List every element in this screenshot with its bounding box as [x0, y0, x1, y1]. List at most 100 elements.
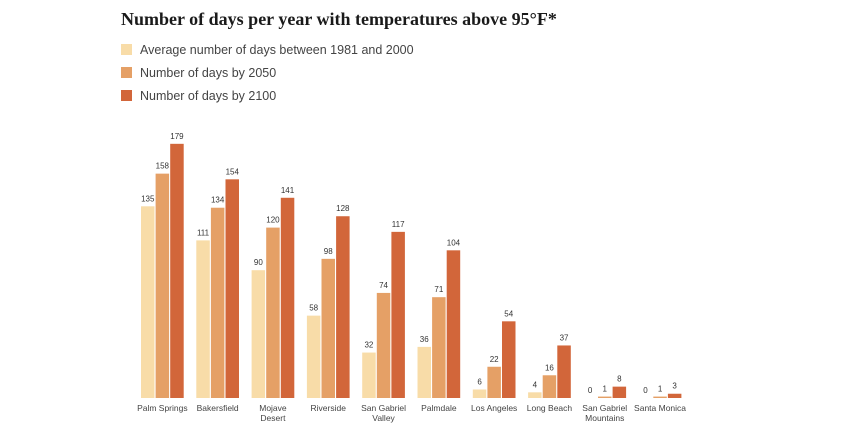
value-label: 71	[434, 285, 443, 294]
legend-label-baseline: Average number of days between 1981 and …	[140, 42, 414, 57]
value-label: 117	[392, 220, 405, 229]
category-label: Palm Springs	[137, 403, 188, 413]
bar-group: 36 71 104	[417, 238, 461, 398]
bar-2050	[598, 396, 612, 398]
category-label-line: Los Angeles	[471, 403, 517, 413]
value-label: 37	[560, 333, 569, 342]
value-label: 54	[504, 309, 513, 318]
chart-title: Number of days per year with temperature…	[121, 9, 557, 29]
value-label: 158	[156, 162, 170, 171]
value-label: 58	[309, 304, 318, 313]
value-label: 154	[226, 167, 240, 176]
value-label: 0	[643, 386, 648, 395]
value-label: 111	[197, 228, 210, 237]
value-label: 141	[281, 186, 295, 195]
bar-2100	[446, 250, 461, 398]
bar-baseline	[417, 346, 431, 398]
bar-group: 0 18	[588, 375, 627, 398]
category-label: Bakersfield	[197, 403, 239, 413]
value-label: 135	[141, 194, 155, 203]
category-label-line: San Gabriel	[361, 403, 406, 413]
bar-2100	[225, 179, 239, 398]
category-label: Los Angeles	[471, 403, 517, 413]
legend-item-2100: Number of days by 2100	[121, 84, 414, 107]
bar-baseline	[306, 315, 321, 398]
bar-2100	[336, 216, 350, 398]
bar-2050	[542, 375, 557, 398]
bar-2100	[667, 393, 682, 398]
bar-baseline	[251, 270, 266, 398]
category-label: Mojave Desert	[259, 403, 287, 423]
legend-item-2050: Number of days by 2050	[121, 61, 414, 84]
bar-group: 111 134 154	[196, 167, 239, 398]
category-label-line: Valley	[372, 413, 395, 423]
value-label: 22	[490, 355, 499, 364]
legend-swatch-2050	[121, 67, 132, 78]
bar-2050	[321, 258, 335, 398]
value-label: 179	[170, 132, 184, 141]
bar-group: 4 16 37	[528, 333, 571, 398]
bar-2100	[612, 386, 627, 398]
category-label-line: Mojave	[259, 403, 287, 413]
bar-2100	[391, 231, 405, 398]
value-label: 36	[420, 335, 429, 344]
value-label: 104	[447, 238, 461, 247]
bar-baseline	[141, 206, 155, 398]
value-label: 74	[379, 281, 388, 290]
value-label: 8	[617, 375, 622, 384]
category-label-line: San Gabriel	[582, 403, 627, 413]
category-label: Palmdale	[421, 403, 457, 413]
value-label: 128	[336, 204, 350, 213]
bar-2050	[432, 297, 446, 398]
bar-baseline	[196, 240, 210, 398]
category-label: San Gabriel Valley	[361, 403, 406, 423]
bar-baseline	[472, 389, 487, 398]
value-label: 32	[364, 341, 373, 350]
category-label: San Gabriel Mountains	[582, 403, 627, 423]
bar-baseline	[528, 392, 542, 398]
bar-2050	[266, 227, 280, 398]
value-label: 134	[211, 196, 225, 205]
value-label: 16	[545, 363, 554, 372]
category-label-line: Palm Springs	[137, 403, 188, 413]
bar-2100	[280, 197, 295, 398]
bar-2100	[170, 143, 184, 398]
legend-item-baseline: Average number of days between 1981 and …	[121, 38, 414, 61]
legend: Average number of days between 1981 and …	[121, 38, 414, 107]
value-label: 120	[266, 216, 280, 225]
bar-group: 90 120 141	[251, 186, 295, 398]
bar-2050	[210, 207, 225, 398]
bar-2050	[155, 173, 170, 398]
value-label: 1	[658, 385, 663, 394]
category-label: Riverside	[311, 403, 347, 413]
bar-2100	[502, 321, 516, 398]
legend-label-2050: Number of days by 2050	[140, 65, 277, 80]
value-label: 6	[477, 377, 482, 386]
category-label: Santa Monica	[634, 403, 686, 413]
category-label: Long Beach	[527, 403, 573, 413]
category-label-line: Palmdale	[421, 403, 457, 413]
bar-group: 135 158 179	[141, 132, 184, 398]
bar-group: 6 22 54	[472, 309, 516, 398]
category-label-line: Bakersfield	[197, 403, 239, 413]
category-label-line: Santa Monica	[634, 403, 686, 413]
value-label: 4	[533, 380, 538, 389]
category-label-line: Mountains	[585, 413, 624, 423]
legend-swatch-baseline	[121, 44, 132, 55]
legend-swatch-2100	[121, 90, 132, 101]
bar-2050	[487, 366, 501, 398]
value-label: 3	[672, 382, 677, 391]
value-label: 0	[588, 386, 593, 395]
category-label-line: Desert	[260, 413, 286, 423]
value-label: 98	[324, 247, 333, 256]
bar-group: 58 98 128	[306, 204, 350, 398]
value-label: 1	[603, 385, 608, 394]
bar-2050	[653, 396, 667, 398]
bar-baseline	[362, 352, 376, 398]
category-label-line: Riverside	[311, 403, 347, 413]
category-label-line: Long Beach	[527, 403, 573, 413]
value-label: 90	[254, 258, 263, 267]
bar-group: 32 74 117	[362, 220, 405, 398]
